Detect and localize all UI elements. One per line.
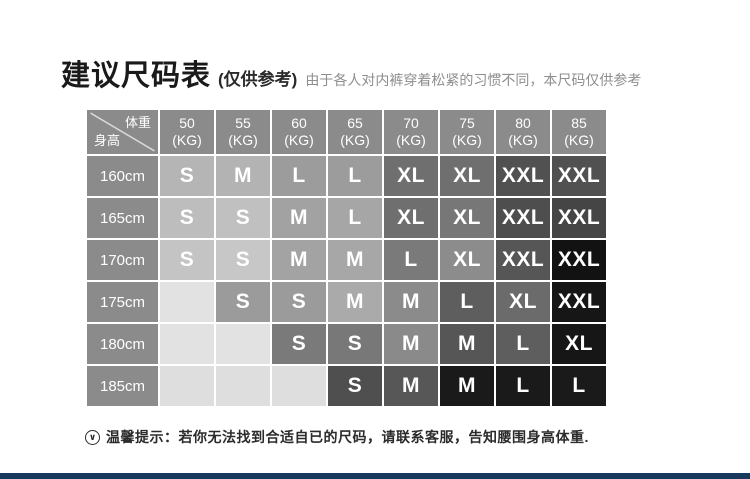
size-chart-table: 体重 身高 50 (KG) 55 (KG) 60 (KG) 65 (KG) 70 (KG) 75 (KG)… xyxy=(85,108,608,408)
size-cell: L xyxy=(496,366,550,406)
footer-note-text: 温馨提示：若你无法找到合适自已的尺码，请联系客服，告知腰围身高体重. xyxy=(106,429,589,445)
title-note: 由于各人对内裤穿着松紧的习惯不同，本尺码仅供参考 xyxy=(305,72,642,88)
height-cell: 180cm xyxy=(87,324,158,364)
table-row: 170cm S S M M L XL XXL XXL xyxy=(87,240,606,280)
weight-header-cell: 85 (KG) xyxy=(552,110,606,154)
size-cell: XXL xyxy=(552,198,606,238)
size-cell: L xyxy=(328,198,382,238)
size-cell: M xyxy=(440,366,494,406)
height-cell: 160cm xyxy=(87,156,158,196)
size-cell: S xyxy=(216,282,270,322)
size-cell xyxy=(216,366,270,406)
size-cell: XXL xyxy=(552,282,606,322)
size-cell xyxy=(272,366,326,406)
weight-header-cell: 60 (KG) xyxy=(272,110,326,154)
size-cell xyxy=(160,366,214,406)
size-cell: XXL xyxy=(552,156,606,196)
size-cell: XL xyxy=(496,282,550,322)
size-cell: XXL xyxy=(496,198,550,238)
size-cell: XL xyxy=(440,156,494,196)
size-cell xyxy=(160,324,214,364)
title-subtitle: (仅供参考) xyxy=(218,70,298,89)
size-cell: M xyxy=(384,324,438,364)
size-cell: S xyxy=(272,324,326,364)
size-cell: M xyxy=(272,198,326,238)
size-cell xyxy=(216,324,270,364)
diagonal-line xyxy=(87,110,158,154)
size-cell: S xyxy=(160,198,214,238)
height-cell: 170cm xyxy=(87,240,158,280)
size-cell: M xyxy=(328,240,382,280)
height-cell: 185cm xyxy=(87,366,158,406)
size-cell: S xyxy=(216,198,270,238)
height-cell: 165cm xyxy=(87,198,158,238)
size-cell: L xyxy=(552,366,606,406)
table-row: 160cm S M L L XL XL XXL XXL xyxy=(87,156,606,196)
table-row: 175cm S S M M L XL XXL xyxy=(87,282,606,322)
size-cell: L xyxy=(384,240,438,280)
table-row: 165cm S S M L XL XL XXL XXL xyxy=(87,198,606,238)
size-cell: S xyxy=(160,240,214,280)
size-cell: M xyxy=(328,282,382,322)
corner-height-label: 身高 xyxy=(94,133,121,149)
weight-header-cell: 70 (KG) xyxy=(384,110,438,154)
size-cell: XL xyxy=(440,240,494,280)
size-cell: L xyxy=(272,156,326,196)
size-cell: M xyxy=(216,156,270,196)
bottom-divider-bar xyxy=(0,473,750,479)
table-row: 185cm S M M L L xyxy=(87,366,606,406)
corner-cell: 体重 身高 xyxy=(87,110,158,154)
size-cell: XL xyxy=(440,198,494,238)
weight-header-cell: 50 (KG) xyxy=(160,110,214,154)
footer-note: ∨ 温馨提示：若你无法找到合适自已的尺码，请联系客服，告知腰围身高体重. xyxy=(85,427,589,447)
size-cell: S xyxy=(216,240,270,280)
size-cell: M xyxy=(272,240,326,280)
size-cell: M xyxy=(440,324,494,364)
weight-header-cell: 55 (KG) xyxy=(216,110,270,154)
weight-header-cell: 75 (KG) xyxy=(440,110,494,154)
table-header-row: 体重 身高 50 (KG) 55 (KG) 60 (KG) 65 (KG) 70 (KG) 75 (KG)… xyxy=(87,110,606,154)
size-cell: XXL xyxy=(496,156,550,196)
height-cell: 175cm xyxy=(87,282,158,322)
size-cell: XL xyxy=(384,198,438,238)
size-cell: M xyxy=(384,282,438,322)
page-title: 建议尺码表 (仅供参考) 由于各人对内裤穿着松紧的习惯不同，本尺码仅供参考 xyxy=(61,52,641,94)
chevron-down-circle-icon: ∨ xyxy=(85,429,100,445)
title-main: 建议尺码表 xyxy=(61,60,212,92)
weight-header-cell: 80 (KG) xyxy=(496,110,550,154)
size-cell: L xyxy=(496,324,550,364)
size-cell xyxy=(160,282,214,322)
size-cell: XL xyxy=(552,324,606,364)
size-cell: XXL xyxy=(552,240,606,280)
corner-weight-label: 体重 xyxy=(124,115,151,130)
size-cell: XL xyxy=(384,156,438,196)
size-cell: S xyxy=(272,282,326,322)
size-cell: S xyxy=(328,366,382,406)
size-cell: XXL xyxy=(496,240,550,280)
size-cell: S xyxy=(328,324,382,364)
size-cell: M xyxy=(384,366,438,406)
size-cell: L xyxy=(328,156,382,196)
size-cell: S xyxy=(160,156,214,196)
size-cell: L xyxy=(440,282,494,322)
table-row: 180cm S S M M L XL xyxy=(87,324,606,364)
weight-header-cell: 65 (KG) xyxy=(328,110,382,154)
